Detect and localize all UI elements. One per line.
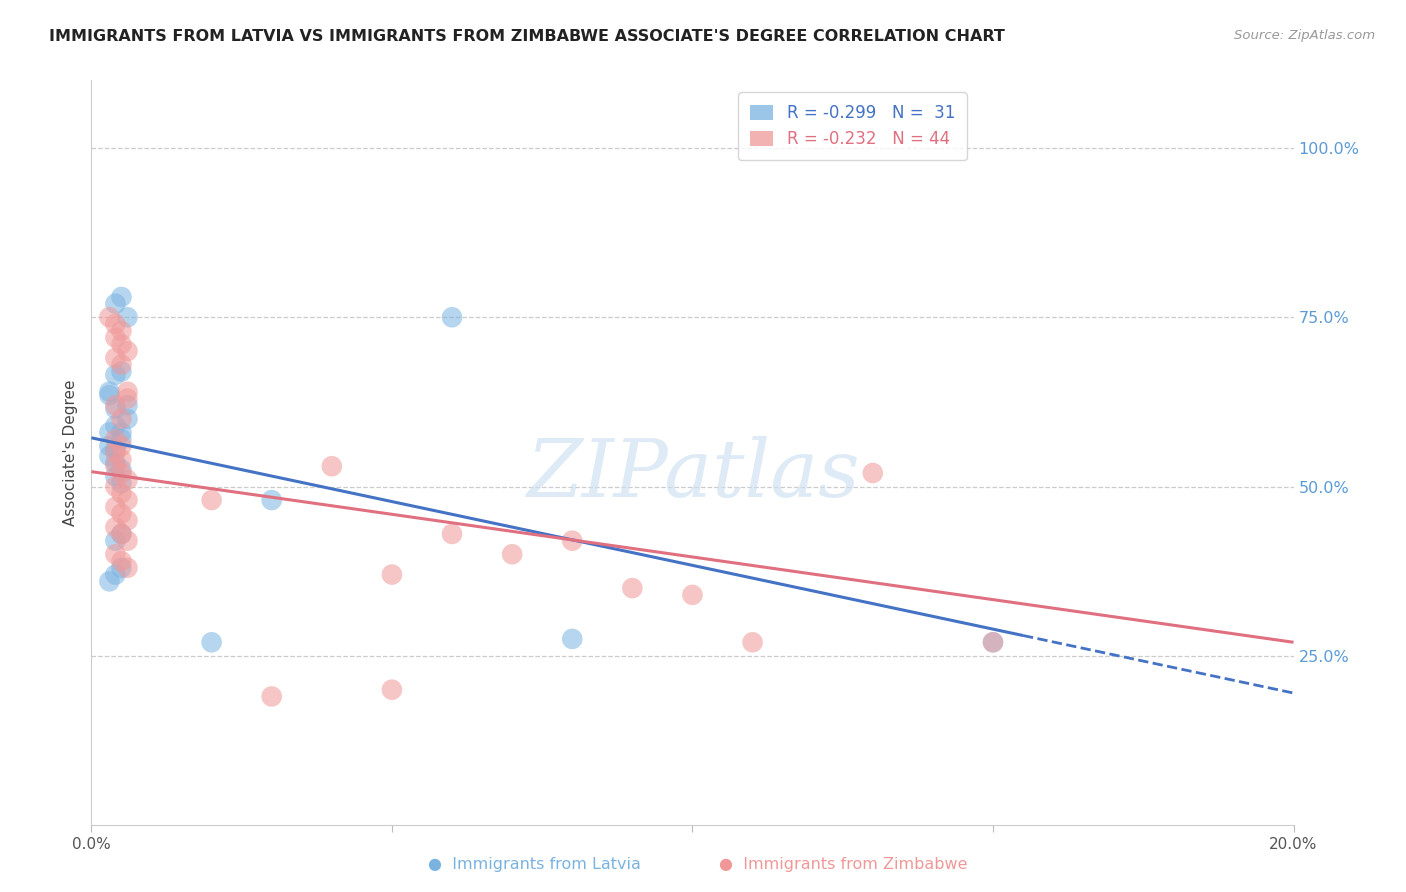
Point bbox=[98, 574, 121, 589]
Point bbox=[501, 547, 523, 561]
Point bbox=[117, 473, 139, 487]
Point bbox=[110, 412, 132, 426]
Point bbox=[104, 330, 127, 344]
Legend: R = -0.299   N =  31, R = -0.232   N = 44: R = -0.299 N = 31, R = -0.232 N = 44 bbox=[738, 93, 966, 160]
Text: IMMIGRANTS FROM LATVIA VS IMMIGRANTS FROM ZIMBABWE ASSOCIATE'S DEGREE CORRELATIO: IMMIGRANTS FROM LATVIA VS IMMIGRANTS FRO… bbox=[49, 29, 1005, 44]
Point bbox=[201, 493, 224, 508]
Point bbox=[104, 418, 127, 433]
Point bbox=[98, 425, 121, 440]
Point bbox=[110, 466, 132, 480]
Point bbox=[201, 635, 224, 649]
Point bbox=[110, 358, 132, 372]
Point bbox=[381, 567, 404, 582]
Text: ZIPatlas: ZIPatlas bbox=[526, 436, 859, 514]
Point bbox=[110, 432, 132, 446]
Point bbox=[681, 588, 703, 602]
Point bbox=[110, 337, 132, 351]
Point bbox=[104, 520, 127, 534]
Point bbox=[981, 635, 1004, 649]
Text: ●  Immigrants from Latvia: ● Immigrants from Latvia bbox=[427, 857, 641, 872]
Point bbox=[98, 439, 121, 453]
Point bbox=[862, 466, 884, 480]
Point bbox=[117, 310, 139, 325]
Point bbox=[110, 527, 132, 541]
Point bbox=[110, 425, 132, 440]
Point bbox=[260, 690, 283, 704]
Point bbox=[110, 324, 132, 338]
Point bbox=[110, 507, 132, 521]
Point bbox=[98, 449, 121, 463]
Point bbox=[104, 469, 127, 483]
Point bbox=[117, 398, 139, 412]
Point bbox=[104, 401, 127, 416]
Point bbox=[104, 456, 127, 470]
Point bbox=[110, 561, 132, 575]
Point bbox=[981, 635, 1004, 649]
Point bbox=[98, 384, 121, 399]
Point bbox=[440, 310, 463, 325]
Point bbox=[741, 635, 763, 649]
Y-axis label: Associate's Degree: Associate's Degree bbox=[62, 379, 77, 526]
Point bbox=[104, 368, 127, 382]
Point bbox=[110, 439, 132, 453]
Point bbox=[110, 527, 132, 541]
Point bbox=[104, 459, 127, 474]
Point bbox=[104, 500, 127, 514]
Point bbox=[117, 392, 139, 406]
Point bbox=[104, 351, 127, 365]
Point bbox=[110, 486, 132, 500]
Point bbox=[117, 384, 139, 399]
Point bbox=[104, 432, 127, 446]
Point bbox=[110, 364, 132, 378]
Point bbox=[117, 533, 139, 548]
Point bbox=[104, 547, 127, 561]
Point bbox=[98, 310, 121, 325]
Point bbox=[117, 412, 139, 426]
Point bbox=[98, 388, 121, 402]
Point bbox=[110, 290, 132, 304]
Point bbox=[621, 581, 644, 595]
Point bbox=[110, 554, 132, 568]
Point bbox=[117, 513, 139, 527]
Point bbox=[117, 344, 139, 359]
Point bbox=[260, 493, 283, 508]
Point bbox=[110, 462, 132, 476]
Point bbox=[104, 296, 127, 311]
Text: ●  Immigrants from Zimbabwe: ● Immigrants from Zimbabwe bbox=[720, 857, 967, 872]
Point bbox=[104, 317, 127, 331]
Point bbox=[104, 446, 127, 460]
Text: Source: ZipAtlas.com: Source: ZipAtlas.com bbox=[1234, 29, 1375, 42]
Point bbox=[440, 527, 463, 541]
Point bbox=[110, 476, 132, 491]
Point bbox=[110, 452, 132, 467]
Point bbox=[104, 567, 127, 582]
Point bbox=[104, 533, 127, 548]
Point bbox=[104, 398, 127, 412]
Point bbox=[321, 459, 343, 474]
Point bbox=[561, 533, 583, 548]
Point bbox=[561, 632, 583, 646]
Point bbox=[117, 493, 139, 508]
Point bbox=[104, 442, 127, 457]
Point bbox=[117, 561, 139, 575]
Point bbox=[381, 682, 404, 697]
Point bbox=[104, 479, 127, 493]
